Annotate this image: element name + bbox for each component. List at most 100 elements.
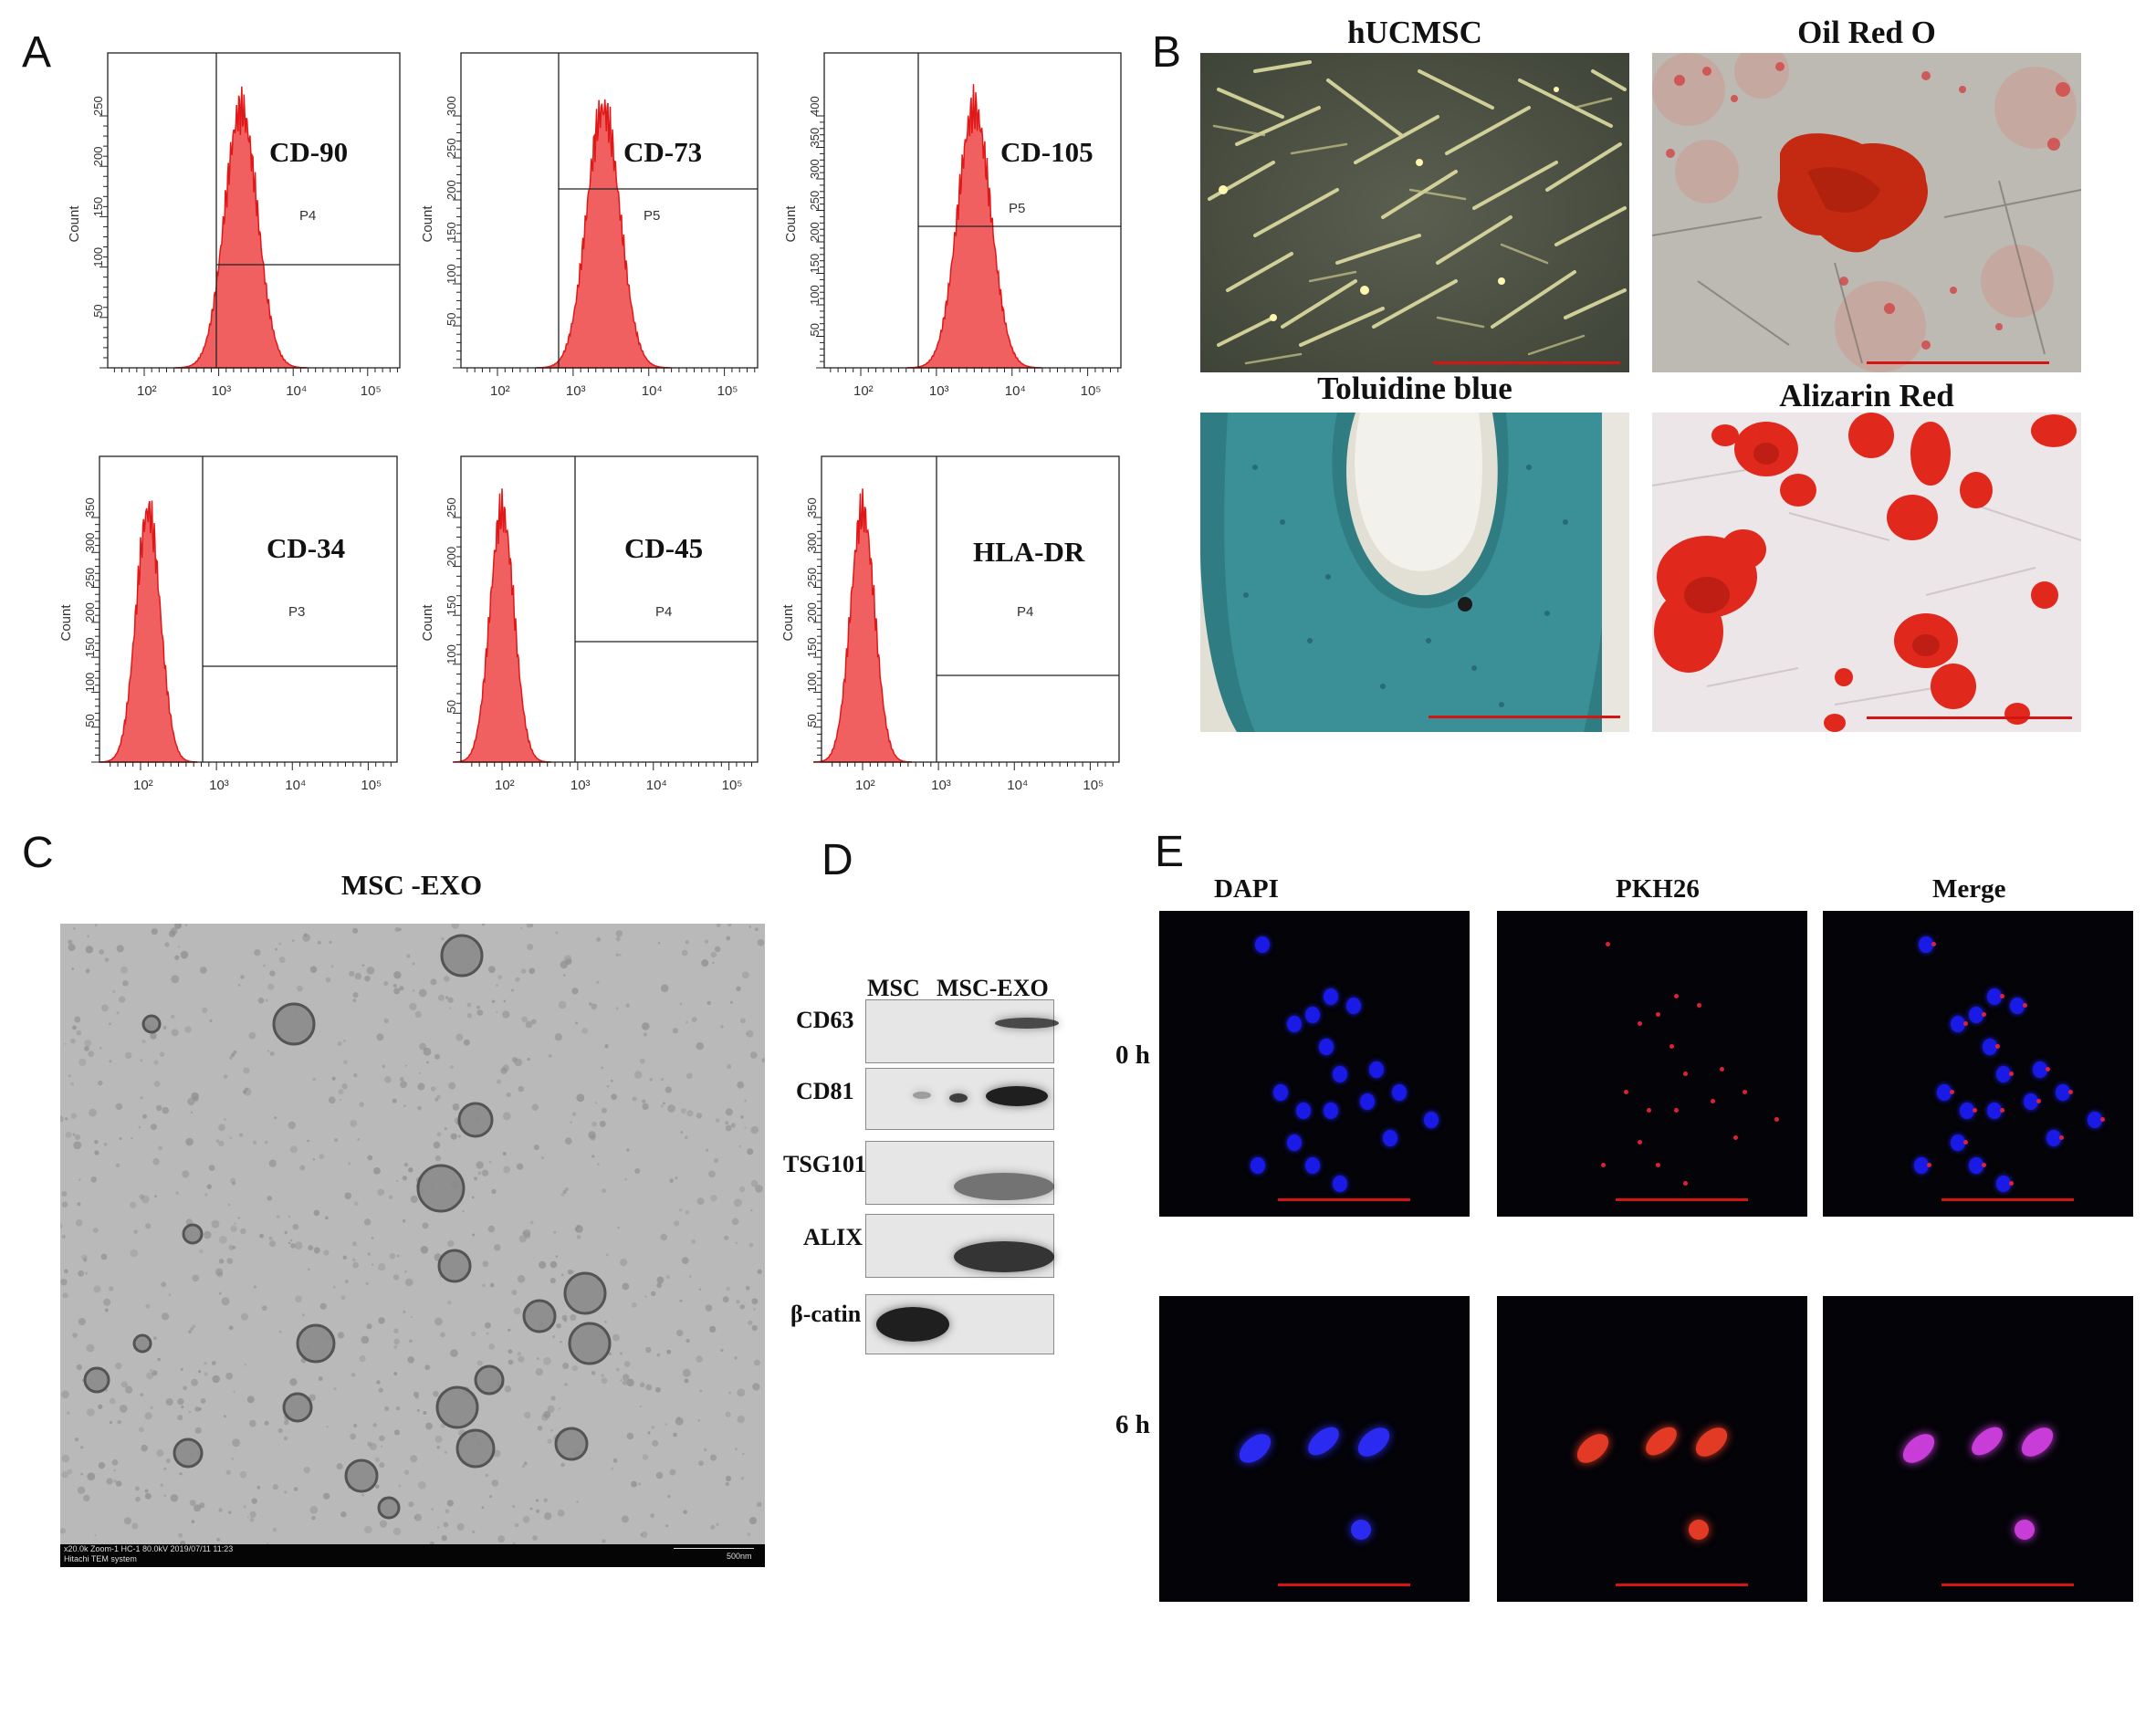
tem-particle (550, 1428, 554, 1432)
tem-particle (726, 1286, 730, 1291)
tem-particle (665, 1524, 669, 1528)
tem-particle (521, 1016, 528, 1023)
y-tick-label: 100 (805, 673, 819, 693)
tem-particle (73, 927, 76, 930)
tem-particle (484, 1322, 491, 1329)
tem-particle (615, 953, 620, 957)
tem-particle (564, 1137, 572, 1145)
nucleus (2033, 1061, 2047, 1078)
tem-particle (119, 1136, 122, 1141)
pkh26-signal (1950, 1090, 1954, 1094)
tem-particle (246, 1396, 255, 1404)
tem-particle (303, 1466, 310, 1474)
tem-particle (109, 1286, 114, 1291)
tem-particle (289, 1378, 298, 1386)
tem-particle (502, 1112, 511, 1121)
tem-particle (319, 1302, 327, 1310)
blot-row-label: CD81 (796, 1078, 854, 1104)
tem-particle (406, 954, 411, 958)
tem-particle (445, 996, 449, 999)
tem-particle (72, 1333, 78, 1338)
tem-particle (537, 1425, 543, 1431)
tem-particle (626, 1432, 634, 1440)
nucleus (2056, 1084, 2070, 1101)
tem-particle (686, 1110, 694, 1117)
pkh26-signal (1963, 1140, 1968, 1145)
labeled-cell (1352, 1421, 1396, 1463)
tem-particle (353, 1424, 358, 1428)
tem-particle (434, 1053, 441, 1060)
tem-particle (212, 1375, 220, 1384)
labeled-cell (1571, 1427, 1615, 1469)
tem-particle (448, 1082, 456, 1090)
tem-particle (638, 1482, 642, 1486)
tem-particle (752, 1383, 760, 1391)
pkh26-signal (2036, 1099, 2041, 1103)
tem-particle (120, 966, 128, 974)
x-tick-label: 10⁴ (285, 778, 306, 793)
tem-particle (154, 1195, 158, 1198)
tem-particle (533, 1145, 539, 1151)
fl-row-0h: 0 h (1115, 1040, 1150, 1070)
blot-band (995, 1018, 1059, 1029)
labeled-cell (2010, 1515, 2039, 1544)
nucleus (1333, 1176, 1347, 1192)
tem-particle (155, 1104, 162, 1112)
labeled-cell (1303, 1421, 1345, 1461)
tem-particle (115, 1363, 122, 1370)
tem-particle (163, 1468, 167, 1470)
tem-particle (157, 1357, 161, 1362)
y-tick-label: 400 (808, 96, 822, 116)
tem-particle (449, 1064, 455, 1070)
pkh26-signal (1995, 1044, 2000, 1049)
tem-particle (656, 1353, 661, 1357)
y-tick-label: 200 (91, 146, 105, 166)
tem-particle (491, 1188, 497, 1195)
tem-particle (218, 1259, 225, 1264)
pkh26-signal (1656, 1012, 1660, 1017)
tem-particle (596, 980, 600, 984)
tem-particle (725, 1124, 732, 1132)
tem-particle (211, 1219, 220, 1228)
tem-particle (245, 1087, 249, 1092)
x-tick-label: 10³ (931, 778, 951, 793)
tem-particle (413, 1391, 419, 1397)
tem-particle (243, 1090, 246, 1094)
tem-particle (750, 1179, 759, 1187)
pkh26-signal (1733, 1135, 1738, 1140)
pkh26-signal (2009, 1072, 2014, 1076)
tem-particle (403, 1310, 406, 1313)
tem-particle (560, 1462, 565, 1468)
gate-label: P4 (655, 604, 673, 620)
tem-particle (378, 1317, 385, 1324)
x-tick-label: 10⁵ (361, 778, 382, 793)
tem-particle (518, 1235, 527, 1243)
x-tick-label: 10⁵ (722, 778, 743, 793)
tem-particle (660, 984, 669, 993)
plot-frame (99, 455, 398, 763)
tem-footer-bar: x20.0k Zoom-1 HC-1 80.0kV 2019/07/11 11:… (60, 1544, 765, 1567)
tem-particle (738, 1186, 746, 1193)
tem-particle (267, 1050, 270, 1052)
tem-particle (366, 1323, 372, 1330)
tem-particle (104, 1308, 109, 1312)
tem-particle (117, 1419, 121, 1425)
tem-particle (109, 1022, 111, 1026)
plot-frame (107, 52, 401, 369)
tem-particle (267, 1196, 273, 1201)
tem-particle (641, 1531, 648, 1539)
tem-particle (626, 1148, 630, 1152)
tem-particle (476, 1360, 483, 1366)
tem-particle (728, 1391, 731, 1395)
tem-particle (240, 1228, 246, 1235)
tem-particle (309, 1505, 319, 1514)
nucleus (2088, 1112, 2102, 1128)
tem-particle (735, 1241, 738, 1244)
y-tick-label: 150 (808, 254, 822, 274)
y-axis-label: Count (420, 604, 435, 642)
tem-particle (86, 1407, 95, 1417)
tem-particle (544, 1512, 552, 1521)
x-tick-label: 10⁴ (1005, 383, 1026, 399)
nucleus (1969, 1157, 1983, 1174)
y-tick-label: 250 (445, 497, 458, 518)
